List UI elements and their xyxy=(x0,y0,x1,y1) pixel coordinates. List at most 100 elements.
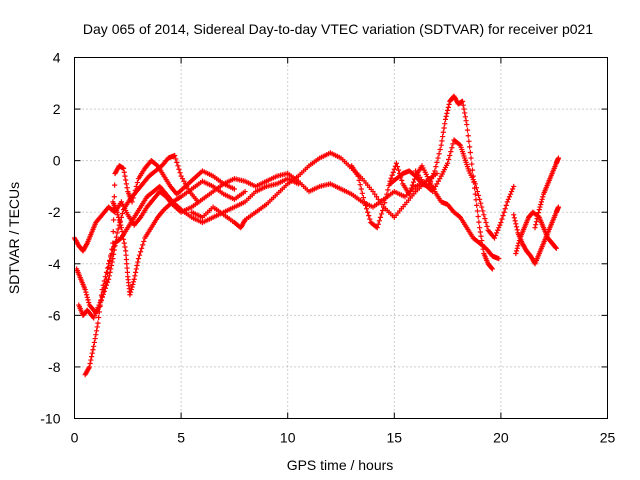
series-arc-11 xyxy=(513,209,559,257)
data-point xyxy=(555,204,562,210)
data-point-interp xyxy=(516,237,522,244)
data-point-interp xyxy=(500,213,506,219)
data-point-interp xyxy=(514,227,520,233)
data-point xyxy=(459,98,466,104)
data-point-interp xyxy=(173,156,179,162)
data-point xyxy=(355,173,361,179)
data-point-interp xyxy=(124,185,130,191)
data-point-interp xyxy=(359,190,365,196)
series-arc-4 xyxy=(76,158,237,321)
data-point-interp xyxy=(174,159,180,165)
data-point-interp xyxy=(120,236,127,242)
data-point-interp xyxy=(134,179,140,186)
y-axis-label: SDTVAR / TECUs xyxy=(6,182,22,294)
data-point-interp xyxy=(444,110,450,116)
data-point-interp xyxy=(539,196,545,202)
data-point-interp xyxy=(408,185,414,191)
data-point-interp xyxy=(464,127,471,133)
data-point-interp xyxy=(109,259,115,265)
data-point-interp xyxy=(533,219,540,225)
data-point xyxy=(127,292,133,298)
data-point-interp xyxy=(483,219,489,226)
data-point-interp xyxy=(473,185,479,191)
data-point-interp xyxy=(475,213,481,220)
data-point-interp xyxy=(121,240,127,246)
data-point-interp xyxy=(437,146,443,153)
data-point-interp xyxy=(501,209,507,215)
data-point xyxy=(445,160,451,166)
data-point-interp xyxy=(446,156,452,162)
data-point-interp xyxy=(91,339,97,346)
data-point xyxy=(114,209,120,215)
data-point-interp xyxy=(446,101,452,107)
data-point xyxy=(361,199,368,205)
data-point-interp xyxy=(104,265,111,271)
data-point-interp xyxy=(410,179,417,185)
data-point-interp xyxy=(367,216,373,222)
data-point-interp xyxy=(89,350,95,356)
data-point-interp xyxy=(113,238,119,245)
data-point xyxy=(491,235,498,241)
data-point-interp xyxy=(445,107,451,113)
data-point-interp xyxy=(130,279,137,285)
data-point-interp xyxy=(553,244,559,251)
data-point xyxy=(468,155,474,161)
data-point-interp xyxy=(431,170,437,177)
data-point-interp xyxy=(409,182,416,188)
data-point-interp xyxy=(140,242,146,248)
data-point-interp xyxy=(535,213,541,219)
data-point xyxy=(172,152,178,159)
data-point-interp xyxy=(377,214,384,220)
series-arc-7 xyxy=(349,160,502,262)
data-point-interp xyxy=(478,233,484,239)
data-point-interp xyxy=(113,234,120,240)
data-point-interp xyxy=(442,121,448,127)
data-point-interp xyxy=(85,297,91,303)
data-point xyxy=(553,245,559,251)
data-point-interp xyxy=(110,228,116,235)
series-arc-9 xyxy=(413,137,517,241)
x-tick-label: 10 xyxy=(280,430,296,446)
plot-frame xyxy=(74,57,608,419)
data-point-interp xyxy=(441,125,447,131)
data-point-interp xyxy=(130,281,136,288)
data-point-interp xyxy=(511,215,518,221)
data-point xyxy=(131,276,137,282)
data-point-interp xyxy=(499,216,505,222)
y-tick-label: 4 xyxy=(53,50,61,66)
data-point-interp xyxy=(107,269,113,275)
data-point-interp xyxy=(513,248,520,254)
data-point xyxy=(496,256,502,262)
data-point-interp xyxy=(357,182,363,188)
data-point-interp xyxy=(358,186,364,192)
data-point xyxy=(555,155,562,161)
data-point-interp xyxy=(115,214,122,220)
data-point-interp xyxy=(90,347,96,353)
data-point-interp xyxy=(540,194,546,200)
data-point xyxy=(91,343,97,349)
data-point-interp xyxy=(130,195,136,201)
data-point-interp xyxy=(394,164,401,170)
data-point-interp xyxy=(94,324,100,330)
data-point-interp xyxy=(494,230,500,236)
data-point-interp xyxy=(139,245,145,251)
y-tick-label: -8 xyxy=(48,359,61,375)
data-point-interp xyxy=(123,181,129,187)
data-point xyxy=(114,230,120,236)
data-point xyxy=(118,225,125,231)
data-point-interp xyxy=(440,133,446,140)
data-point-interp xyxy=(133,183,139,190)
data-point-interp xyxy=(506,194,513,200)
data-point-interp xyxy=(505,196,511,202)
x-axis-label: GPS time / hours xyxy=(287,457,394,473)
data-point-interp xyxy=(497,222,503,228)
data-point-interp xyxy=(108,262,115,269)
data-point-interp xyxy=(484,223,490,229)
y-tick-label: -6 xyxy=(48,307,61,323)
x-tick-label: 0 xyxy=(71,430,79,446)
data-point-interp xyxy=(362,202,369,208)
data-point xyxy=(406,191,412,197)
data-point-interp xyxy=(537,204,543,210)
data-point xyxy=(511,183,517,190)
data-point-interp xyxy=(111,194,117,200)
